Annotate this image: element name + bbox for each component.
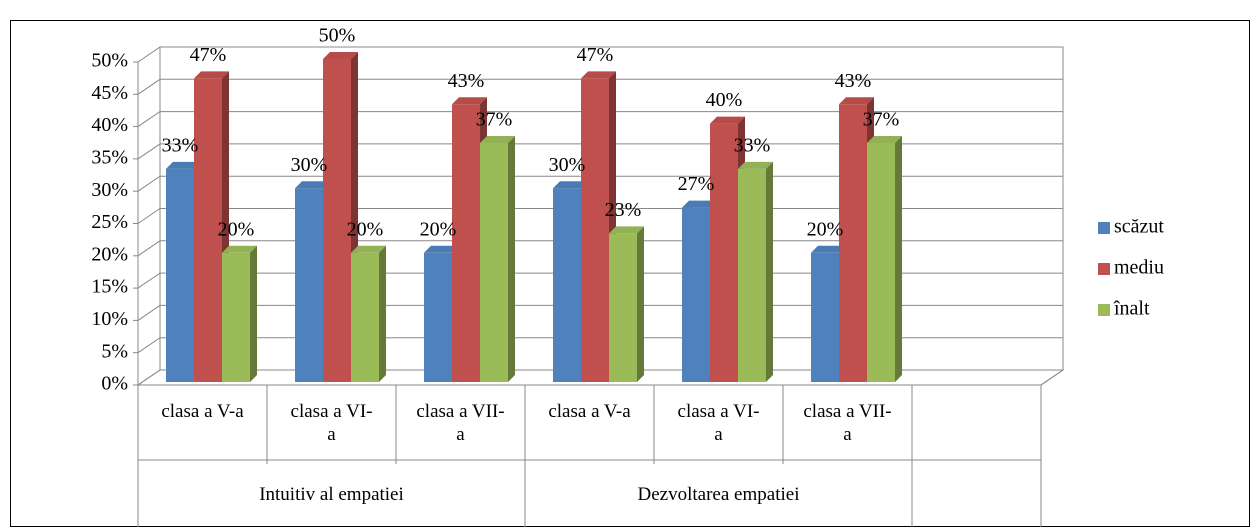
data-label: 47% [577,44,614,66]
bar-front [553,188,581,382]
bar-front [867,142,895,382]
bar-side [766,161,773,382]
y-tick-label: 15% [91,276,128,298]
grid-line [137,111,1063,128]
bar-top [867,135,902,143]
data-label: 20% [218,218,255,240]
bar-front [839,104,867,382]
data-label: 30% [291,154,328,176]
bar-top [351,245,386,253]
bar-side [895,135,902,382]
data-label: 37% [476,109,513,131]
bar-front [452,104,480,382]
y-tick-label: 20% [91,243,128,265]
bar-front [480,142,508,382]
legend-swatch [1098,263,1110,275]
bar-front [222,252,250,382]
x-tick-label: clasa a VII- a [416,401,505,445]
bar-top [480,135,515,143]
bar-top [581,71,616,79]
data-label: 50% [319,25,356,47]
bar-top [682,200,717,208]
bar-top [222,245,257,253]
data-label: 20% [347,218,384,240]
y-tick-label: 10% [91,308,128,330]
bar-front [166,168,194,382]
y-tick-label: 0% [101,373,128,395]
bar-top [295,181,330,189]
bar-top [323,52,358,59]
bar-top [710,116,745,124]
bar-side [250,245,257,382]
data-label: 23% [605,199,642,221]
bar-front [323,59,351,382]
bar-front [194,78,222,382]
bar-front [351,252,379,382]
grid-line [137,46,1063,63]
grid-line [137,143,1063,160]
legend-label: scăzut [1114,216,1164,238]
bar-top [609,226,644,234]
data-label: 20% [807,218,844,240]
bar-top [194,71,229,79]
bar-front [295,188,323,382]
group-label: Dezvoltarea empatiei [637,484,800,505]
bar-front [424,252,452,382]
bar-top [811,245,846,253]
legend-label: înalt [1113,298,1150,320]
bar-side [637,226,644,382]
bar-front [682,207,710,382]
legend-swatch [1098,304,1110,316]
y-tick-label: 25% [91,211,128,233]
x-tick-label: clasa a V-a [161,401,244,422]
y-tick-label: 5% [101,340,128,362]
bar-front [581,78,609,382]
data-label: 37% [863,109,900,131]
bar-side [508,135,515,382]
data-label: 47% [190,44,227,66]
axis-line [1040,369,1064,386]
x-tick-label: clasa a VI- a [290,401,373,445]
data-label: 33% [734,134,771,156]
y-tick-label: 30% [91,179,128,201]
bar-side [379,245,386,382]
bar-front [609,233,637,382]
legend-label: mediu [1114,257,1164,279]
y-tick-label: 50% [91,50,128,72]
bar-top [166,161,201,169]
data-label: 30% [549,154,586,176]
bar-front [811,252,839,382]
data-label: 20% [420,218,457,240]
data-label: 43% [448,70,485,92]
y-tick-label: 35% [91,146,128,168]
data-label: 43% [835,70,872,92]
bar-top [553,181,588,189]
group-label: Intuitiv al empatiei [259,484,404,505]
bar-front [738,168,766,382]
x-tick-label: clasa a VI- a [677,401,760,445]
bar-front [710,123,738,382]
x-tick-label: clasa a VII- a [803,401,892,445]
data-label: 27% [678,173,715,195]
bar-top [839,97,874,105]
bar-top [452,97,487,105]
y-tick-label: 40% [91,114,128,136]
legend-swatch [1098,222,1110,234]
y-tick-label: 45% [91,82,128,104]
bar-top [424,245,459,253]
x-tick-label: clasa a V-a [548,401,631,422]
bar-top [738,161,773,169]
grid-line [137,78,1063,95]
data-label: 33% [162,134,199,156]
data-label: 40% [706,89,743,111]
